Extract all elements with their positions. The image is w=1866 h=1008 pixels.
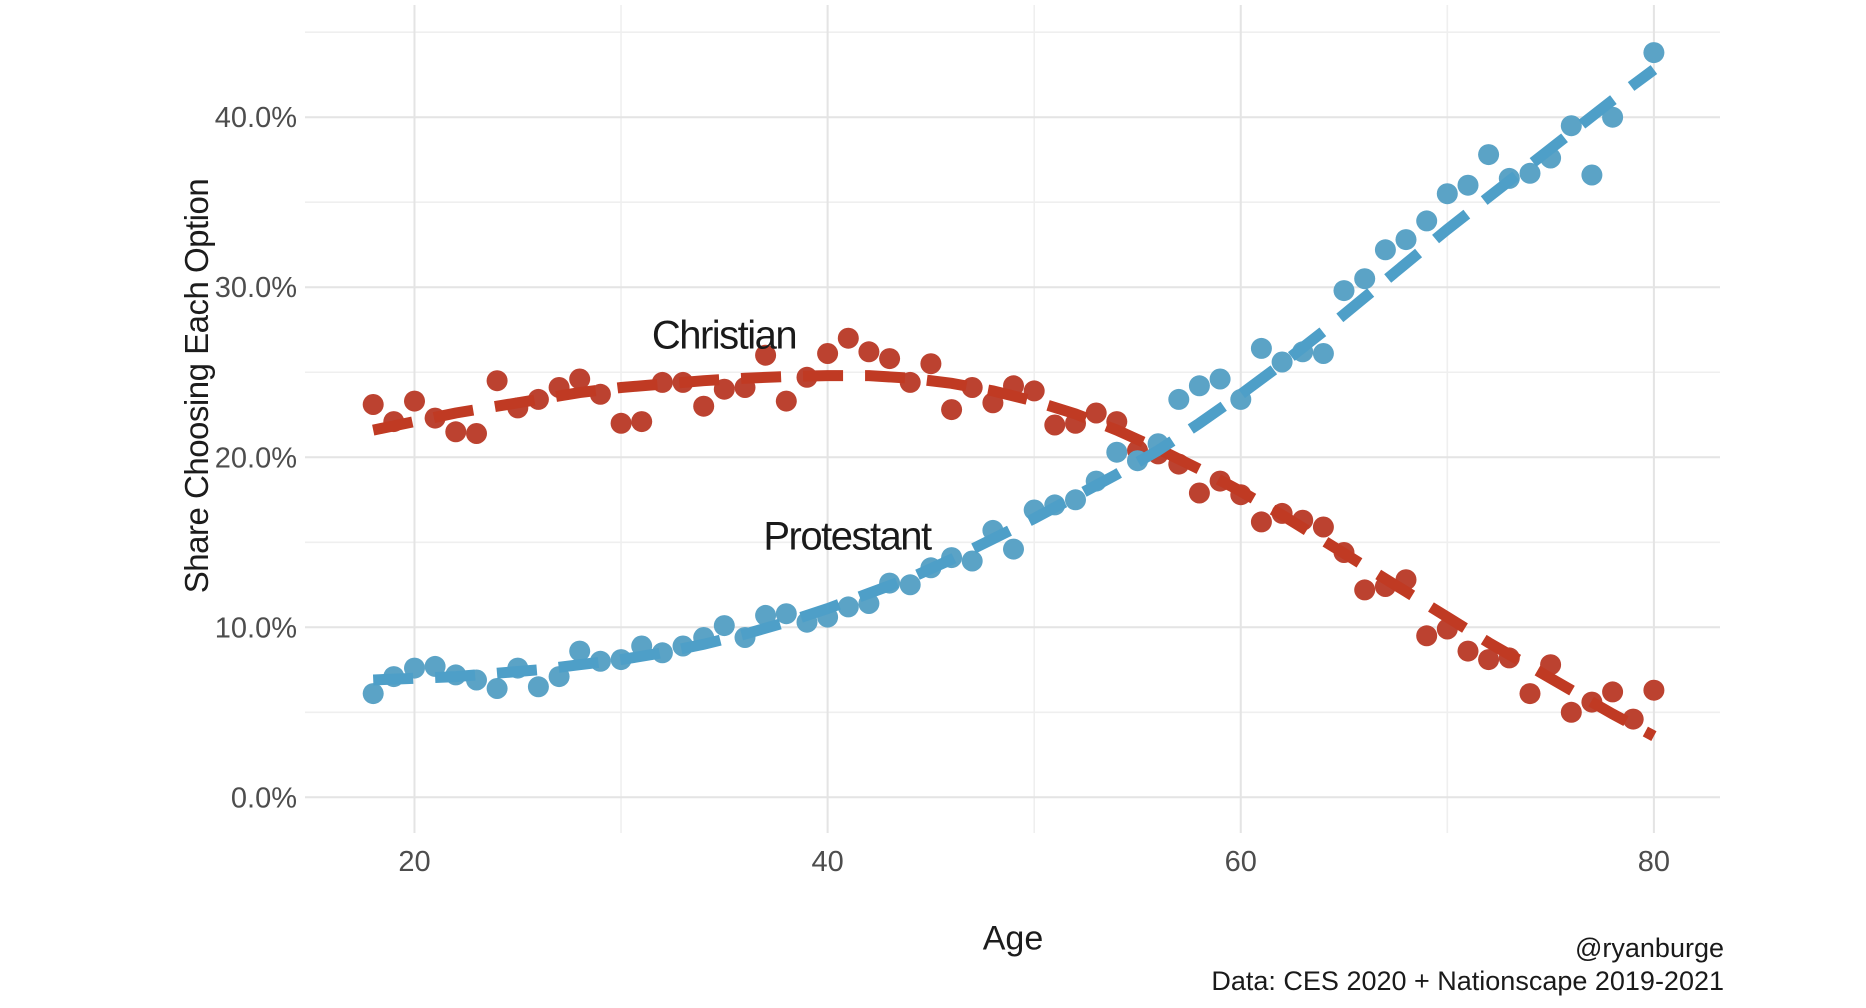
data-point-protestant [775, 603, 797, 625]
data-point-christian [1478, 649, 1500, 671]
data-point-protestant [1003, 538, 1024, 560]
data-point-christian [1457, 640, 1479, 662]
data-point-christian [610, 412, 632, 434]
data-point-protestant [1188, 375, 1210, 397]
data-point-protestant [1374, 239, 1396, 261]
y-tick-label: 0.0% [231, 782, 297, 814]
data-point-christian [1416, 625, 1438, 647]
data-point-protestant [1209, 368, 1231, 390]
data-point-protestant [486, 678, 508, 699]
data-point-protestant [569, 640, 591, 662]
data-point-protestant [1333, 280, 1355, 302]
y-tick-label: 10.0% [215, 612, 297, 644]
data-point-christian [920, 353, 942, 375]
data-point-christian [445, 421, 467, 443]
data-point-christian [1519, 683, 1541, 705]
data-point-protestant [713, 615, 735, 637]
data-point-protestant [961, 550, 983, 572]
data-point-protestant [1354, 268, 1376, 290]
data-point-christian [1188, 482, 1210, 504]
data-point-christian [755, 344, 777, 366]
data-point-protestant [1457, 174, 1479, 196]
data-point-protestant [1106, 441, 1128, 463]
data-point-christian [1085, 402, 1107, 424]
data-point-christian [362, 394, 384, 415]
data-point-christian [858, 341, 880, 363]
data-point-christian [879, 348, 901, 370]
data-point-protestant [899, 574, 921, 596]
data-point-protestant [1168, 388, 1190, 410]
data-point-protestant [1560, 115, 1582, 137]
data-point-christian [466, 423, 487, 444]
data-point-protestant [1065, 489, 1086, 511]
data-point-christian [569, 368, 591, 390]
data-point-protestant [1643, 42, 1665, 64]
data-point-christian [631, 411, 653, 433]
trend-line-christian [372, 370, 1657, 741]
y-tick-label: 30.0% [215, 272, 297, 304]
data-point-christian [1250, 511, 1272, 533]
data-point-protestant [1250, 337, 1272, 359]
data-point-protestant [424, 655, 446, 677]
series-label-christian: Christian [651, 313, 798, 358]
data-point-christian [1044, 414, 1066, 436]
data-point-protestant [1312, 343, 1334, 364]
caption-author-handle: @ryanburge [1575, 933, 1724, 963]
caption-data-source: Data: CES 2020 + Nationscape 2019-2021 [1211, 966, 1724, 996]
data-point-christian [775, 390, 797, 412]
x-tick-label: 20 [398, 846, 430, 878]
data-point-christian [1560, 701, 1582, 723]
x-tick-label: 60 [1225, 846, 1257, 878]
data-point-protestant [1416, 210, 1438, 232]
data-point-protestant [1478, 144, 1500, 166]
data-point-christian [693, 395, 715, 417]
data-point-christian [404, 390, 425, 412]
data-point-protestant [837, 596, 859, 618]
data-point-christian [1354, 579, 1376, 601]
data-point-protestant [1602, 106, 1624, 128]
data-point-christian [941, 399, 963, 421]
data-point-christian [486, 370, 508, 392]
data-point-christian [1312, 516, 1334, 538]
data-point-protestant [1581, 164, 1603, 186]
series-label-protestant: Protestant [763, 514, 932, 559]
data-point-protestant [1436, 183, 1458, 205]
data-point-christian [1622, 708, 1644, 730]
y-tick-label: 40.0% [215, 102, 297, 134]
x-tick-label: 40 [811, 846, 843, 878]
y-tick-label: 20.0% [215, 442, 297, 474]
data-point-protestant [1519, 162, 1541, 184]
data-point-christian [1023, 380, 1045, 402]
data-point-protestant [362, 683, 384, 705]
data-point-christian [837, 327, 859, 349]
data-point-protestant [527, 676, 549, 698]
trend-line-protestant [372, 65, 1658, 686]
data-point-christian [1602, 681, 1624, 703]
data-point-protestant [1271, 351, 1293, 373]
data-point-protestant [755, 604, 777, 626]
data-point-christian [817, 343, 839, 364]
data-point-christian [1643, 679, 1665, 701]
x-axis-title: Age [982, 919, 1044, 958]
y-axis-title: Share Choosing Each Option [178, 178, 215, 594]
data-point-protestant [1395, 229, 1417, 251]
x-tick-label: 80 [1638, 846, 1670, 878]
